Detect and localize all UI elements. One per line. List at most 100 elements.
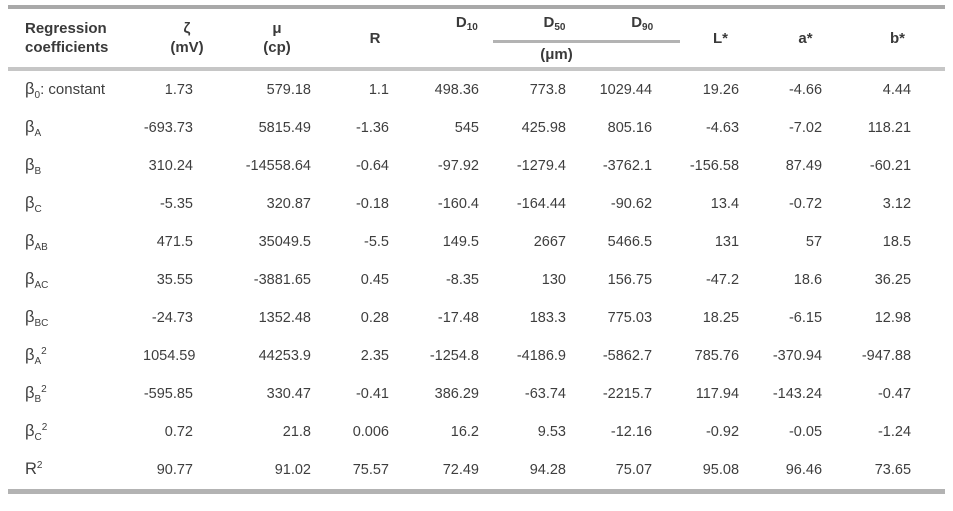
cell-d10: -17.48 xyxy=(437,310,479,326)
row-label-base: β xyxy=(25,269,35,288)
mu-unit: (cp) xyxy=(263,39,291,56)
cell-bstar: 12.98 xyxy=(874,310,912,326)
cell-lstar: -47.2 xyxy=(705,272,740,288)
cell-bstar: 3.12 xyxy=(882,196,912,212)
cell-zeta: 35.55 xyxy=(156,272,193,288)
cell-bstar: 73.65 xyxy=(834,451,946,494)
header-row: Regression coefficients ζ (mV) μ (cp) R … xyxy=(8,5,946,71)
row-label-sub: AB xyxy=(34,241,48,253)
cell-d50: 9.53 xyxy=(537,424,566,440)
row-label: βB2 xyxy=(8,375,143,413)
cell-bstar: 18.5 xyxy=(882,234,912,250)
d-group-unit: (μm) xyxy=(540,45,573,63)
row-label: βAB xyxy=(8,223,143,261)
cell-mu: 1352.48 xyxy=(258,310,311,326)
row-label-sub: AC xyxy=(34,279,49,291)
cell-r: -1.36 xyxy=(355,120,389,136)
table-row-betaC2: βC2 0.72 21.8 0.006 16.2 9.53 -12.16 -0.… xyxy=(8,413,945,451)
cell-d10: 386.29 xyxy=(434,386,479,402)
cell-lstar: -4.63 xyxy=(705,120,740,136)
cell-d10: 498.36 xyxy=(434,82,479,98)
row-label-sup: 2 xyxy=(41,421,48,433)
row-label-sub: B xyxy=(34,165,42,177)
table-body: β0: constant 1.73 579.18 1.1 498.36 773.… xyxy=(8,69,946,494)
row-label-base: R xyxy=(25,459,37,478)
row-label-sub: C xyxy=(34,203,42,215)
cell-mu: 579.18 xyxy=(266,82,311,98)
cell-astar: 96.46 xyxy=(751,451,835,494)
row-label: βB xyxy=(8,147,143,185)
table-header: Regression coefficients ζ (mV) μ (cp) R … xyxy=(8,5,946,71)
cell-zeta: -5.35 xyxy=(159,196,193,212)
row-label-base: β xyxy=(25,155,35,174)
row-label-base: β xyxy=(25,231,35,250)
d90-subscript: 90 xyxy=(642,21,654,33)
header-d10: D10 xyxy=(423,13,511,37)
cell-zeta: -693.73 xyxy=(143,120,193,136)
cell-mu: 5815.49 xyxy=(258,120,311,136)
cell-zeta: 1054.59 xyxy=(143,348,196,364)
row-label: R2 xyxy=(8,451,143,494)
cell-bstar: -1.24 xyxy=(877,424,912,440)
cell-d10: 545 xyxy=(454,120,479,136)
cell-astar: -7.02 xyxy=(788,120,823,136)
header-r: R xyxy=(323,5,401,71)
header-bstar: b* xyxy=(834,5,946,71)
row-label-suffix: : constant xyxy=(40,80,106,98)
d-labels-row: D10 D50 D 90 xyxy=(401,13,664,37)
row-label-sub: BC xyxy=(34,317,49,329)
cell-d90: 156.75 xyxy=(607,272,653,288)
cell-d50: 183.3 xyxy=(529,310,566,326)
table-row-betaA: βA -693.73 5815.49 -1.36 545 425.98 805.… xyxy=(8,109,945,147)
cell-zeta: 310.24 xyxy=(148,158,193,174)
table-row-r-squared: R2 90.77 91.02 75.57 72.49 94.28 75.07 9… xyxy=(8,451,946,494)
row-label-base: β xyxy=(25,117,35,136)
row-label: β0: constant xyxy=(8,69,143,109)
table-row-betaB2: βB2 -595.85 330.47 -0.41 386.29 -63.74 -… xyxy=(8,375,945,413)
cell-zeta: 90.77 xyxy=(143,451,205,494)
cell-d10: 72.49 xyxy=(401,451,491,494)
row-label: βC xyxy=(8,185,143,223)
row-label: βC2 xyxy=(8,413,143,451)
table-row-betaA2: βA2 1054.59 44253.9 2.35 -1254.8 -4186.9… xyxy=(8,337,945,375)
cell-d90: -2215.7 xyxy=(602,386,653,402)
row-label-sup: 2 xyxy=(41,383,47,395)
row-label-base: β xyxy=(25,193,35,212)
header-d-group: D10 D50 D 90 (μm) xyxy=(401,5,681,71)
header-d50: D50 xyxy=(511,13,599,37)
row-label-sub: A xyxy=(34,355,42,367)
cell-d10: 149.5 xyxy=(442,234,479,250)
cell-d90: -5862.7 xyxy=(602,348,653,364)
cell-mu: 21.8 xyxy=(282,424,311,440)
cell-astar: -4.66 xyxy=(788,82,823,98)
zeta-symbol: ζ xyxy=(183,20,191,37)
table-row-betaAC: βAC 35.55 -3881.65 0.45 -8.35 130 156.75… xyxy=(8,261,945,299)
cell-astar: 18.6 xyxy=(793,272,823,288)
row-label-base: β xyxy=(25,79,35,98)
cell-lstar: -156.58 xyxy=(689,158,740,174)
cell-r: -5.5 xyxy=(364,234,389,250)
d50-base: D xyxy=(543,13,555,31)
row-label-sub: C xyxy=(34,431,42,443)
cell-d90: 775.03 xyxy=(607,310,653,326)
row-label: βA2 xyxy=(8,337,143,375)
cell-zeta: 1.73 xyxy=(164,82,193,98)
mu-symbol: μ xyxy=(272,20,282,37)
cell-d50: -1279.4 xyxy=(516,158,566,174)
cell-r: -0.64 xyxy=(355,158,389,174)
cell-mu: -3881.65 xyxy=(253,272,311,288)
cell-d50: -63.74 xyxy=(524,386,566,402)
cell-d90: -90.62 xyxy=(610,196,653,212)
row-label: βBC xyxy=(8,299,143,337)
d10-subscript: 10 xyxy=(466,21,478,33)
cell-d10: -8.35 xyxy=(445,272,479,288)
table-row-betaBC: βBC -24.73 1352.48 0.28 -17.48 183.3 775… xyxy=(8,299,945,337)
cell-lstar: -0.92 xyxy=(705,424,740,440)
cell-r: 1.1 xyxy=(368,82,389,98)
cell-r: 0.45 xyxy=(360,272,389,288)
cell-astar: -0.72 xyxy=(788,196,823,212)
cell-zeta: -595.85 xyxy=(143,386,193,402)
cell-lstar: 95.08 xyxy=(664,451,752,494)
cell-lstar: 18.25 xyxy=(702,310,740,326)
cell-zeta: -24.73 xyxy=(151,310,193,326)
